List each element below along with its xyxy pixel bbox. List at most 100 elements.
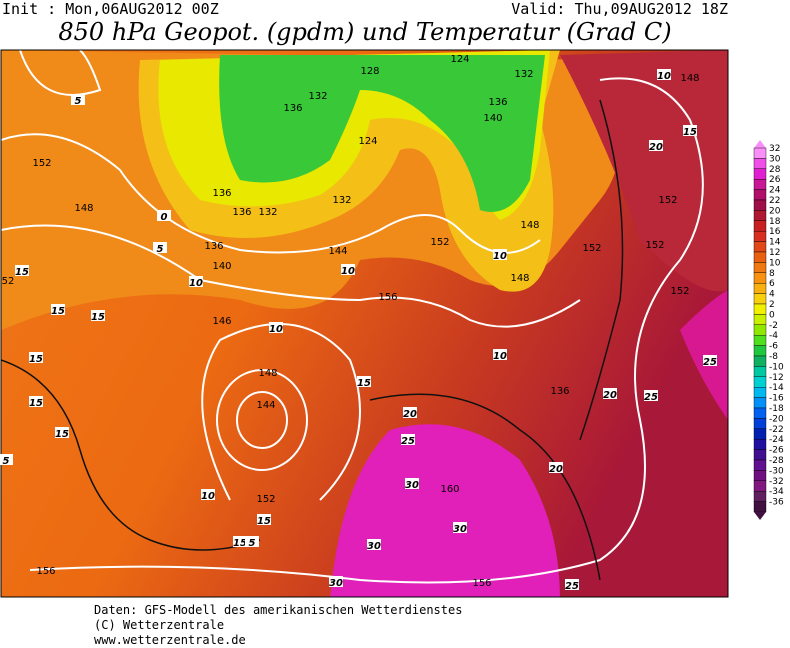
geopotential-label: 132: [258, 207, 277, 218]
legend-swatch: [753, 387, 767, 398]
temperature-label-box: [683, 125, 697, 136]
legend-level-label: 24: [769, 186, 781, 196]
footer-url: www.wetterzentrale.de: [94, 633, 246, 647]
geopotential-label: 152: [32, 158, 51, 169]
temperature-label: 15: [51, 306, 65, 317]
temperature-label-box: [51, 304, 65, 315]
temperature-label: 15: [683, 127, 697, 138]
map-title: 850 hPa Geopot. (gpdm) und Temperatur (G…: [58, 18, 671, 46]
temperature-label-box: [269, 322, 283, 333]
temperature-label: 15: [55, 429, 69, 440]
red-area: [560, 50, 728, 292]
legend-level-label: -22: [769, 425, 784, 435]
temperature-label-box: [493, 249, 507, 260]
temperature-label: 20: [403, 409, 417, 420]
legend-level-label: -16: [769, 394, 784, 404]
legend-level-label: 32: [769, 144, 780, 154]
temperature-label-box: [644, 390, 658, 401]
temperature-label: 15: [29, 354, 43, 365]
legend-level-label: -36: [769, 498, 784, 508]
geopotential-label: 140: [483, 113, 502, 124]
legend-level-label: 28: [769, 165, 781, 175]
footer-source: Daten: GFS-Modell des amerikanischen Wet…: [94, 603, 462, 617]
temperature-label-box: [703, 355, 717, 366]
legend-swatch: [753, 439, 767, 450]
temperature-label-box: [341, 264, 355, 275]
legend-swatch: [753, 428, 767, 440]
temperature-label: 25: [703, 357, 717, 368]
geopotential-label: 152: [430, 237, 449, 248]
temperature-label-box: [493, 349, 507, 360]
legend-swatch: [753, 345, 767, 357]
legend-level-label: 0: [769, 310, 775, 320]
temperature-label: 25: [644, 392, 658, 403]
temperature-label: 5: [75, 96, 82, 107]
legend-swatch: [753, 376, 767, 388]
geopotential-label: 152: [645, 240, 664, 251]
temperature-label-box: [157, 210, 171, 221]
legend-level-label: -24: [769, 435, 784, 445]
temperature-label-box: [0, 454, 13, 465]
temperature-label-box: [245, 536, 259, 547]
legend-swatch: [753, 303, 767, 315]
temperature-label: 5: [3, 456, 10, 467]
geopotential-label: 132: [308, 91, 327, 102]
geopotential-label: 136: [232, 207, 251, 218]
legend-level-label: -2: [769, 321, 778, 331]
contours: [1, 50, 704, 584]
legend-level-label: 8: [769, 269, 775, 279]
temperature-label: 15: [15, 267, 29, 278]
legend-level-label: -28: [769, 456, 784, 466]
temperature-label-box: [649, 140, 663, 151]
legend-level-label: -12: [769, 373, 784, 383]
legend-level-label: -20: [769, 414, 784, 424]
legend-level-label: -4: [769, 331, 778, 341]
geopotential-label: 140: [212, 261, 231, 272]
legend-level-label: -10: [769, 362, 784, 372]
temperature-label-box: [91, 310, 105, 321]
temperature-label: 10: [341, 266, 355, 277]
map-frame: [0, 49, 729, 598]
geopotential-label: 128: [360, 66, 379, 77]
temperature-label: 30: [329, 578, 343, 589]
temperature-label: 10: [269, 324, 283, 335]
map: [1, 50, 728, 597]
geopotential-label: 152: [670, 286, 689, 297]
legend-swatch: [753, 178, 767, 190]
temperature-label-box: [603, 388, 617, 399]
legend-arrow-top: [754, 140, 766, 148]
legend-level-label: 4: [769, 290, 775, 300]
temperature-label: 20: [549, 464, 563, 475]
legend-swatch: [753, 251, 767, 263]
geopotential-label: 136: [283, 103, 302, 114]
legend-swatch: [753, 418, 767, 429]
temperature-label-box: [405, 478, 419, 489]
temperature-label-box: [189, 276, 203, 287]
legend-level-label: 22: [769, 196, 780, 206]
geopotential-label: 148: [510, 273, 529, 284]
legend-swatch: [753, 210, 767, 221]
geopotential-label: 156: [378, 292, 397, 303]
legend-swatch: [753, 480, 767, 492]
legend-swatch: [753, 355, 767, 367]
legend-swatch: [753, 220, 767, 232]
geopotential-label: 136: [204, 241, 223, 252]
legend-level-label: 20: [769, 206, 781, 216]
geopotential-label: 124: [358, 136, 377, 147]
temperature-label: 5: [157, 244, 164, 255]
footer-copyright: (C) Wetterzentrale: [94, 618, 224, 632]
geopotential-label: 152: [582, 243, 601, 254]
temperature-label-box: [657, 69, 671, 80]
legend-level-label: 16: [769, 227, 781, 237]
temperature-label: 10: [493, 351, 507, 362]
temperature-label-box: [29, 352, 43, 363]
geopotential-label: 152: [658, 195, 677, 206]
geopotential-label: 136: [550, 386, 569, 397]
temperature-label-box: [153, 242, 167, 253]
temperature-label: 0: [161, 212, 168, 223]
temperature-label: 15: [257, 516, 271, 527]
geopotential-label: 132: [332, 195, 351, 206]
temperature-label-box: [71, 94, 85, 105]
geopotential-label: 136: [212, 188, 231, 199]
temperature-label-box: [357, 376, 371, 387]
